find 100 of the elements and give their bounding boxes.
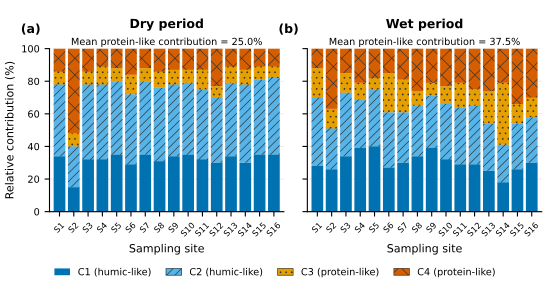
- bar: [426, 148, 438, 212]
- bar: [210, 98, 223, 163]
- x-tick-label: S9: [426, 222, 437, 234]
- bar: [382, 112, 395, 168]
- legend-label: C3 (protein-like): [301, 268, 378, 278]
- chart-title: Wet period: [386, 18, 462, 31]
- x-axis-title: Sampling site: [387, 244, 462, 255]
- bar: [110, 68, 123, 82]
- bar: [354, 148, 366, 212]
- bar: [168, 48, 180, 70]
- x-tick-label: S15: [509, 222, 524, 237]
- x-tick-label: S4: [96, 222, 108, 234]
- bar: [426, 96, 438, 148]
- bar: [168, 84, 180, 156]
- x-tick-label: S8: [153, 222, 165, 234]
- bar: [254, 48, 266, 67]
- bar: [440, 159, 452, 212]
- x-tick-label: S14: [495, 222, 510, 237]
- bar: [225, 156, 237, 212]
- x-tick-label: S10: [180, 222, 196, 237]
- x-tick-label: S13: [480, 222, 496, 237]
- x-tick-label: S1: [53, 222, 64, 234]
- bar: [440, 104, 452, 160]
- x-tick-label: S7: [397, 222, 408, 234]
- bar: [268, 78, 280, 155]
- bar: [512, 124, 524, 170]
- bar: [497, 144, 510, 182]
- bar: [340, 48, 352, 74]
- bar: [168, 156, 180, 212]
- bar: [397, 162, 409, 212]
- text: (a): [22, 23, 40, 35]
- y-tick-label: 40: [28, 142, 40, 150]
- bar: [68, 133, 80, 146]
- x-tick-label: S11: [452, 222, 468, 237]
- bar: [311, 98, 324, 166]
- bar: [454, 107, 466, 164]
- bar: [139, 81, 152, 155]
- x-tick-label: S9: [168, 222, 179, 234]
- x-tick-label: S5: [110, 222, 122, 234]
- bar: [239, 84, 252, 163]
- bar: [382, 168, 395, 212]
- bar: [239, 162, 252, 212]
- bar: [326, 169, 338, 212]
- bar: [96, 159, 108, 212]
- bar: [154, 71, 166, 88]
- x-tick-label: S10: [438, 222, 453, 237]
- bar: [210, 162, 223, 212]
- x-tick-label: S2: [68, 222, 79, 234]
- bar: [154, 161, 166, 212]
- y-tick-label: 60: [28, 110, 40, 118]
- bar: [368, 78, 380, 90]
- bar: [340, 156, 352, 212]
- bar: [82, 71, 94, 84]
- bar: [82, 48, 94, 72]
- bar: [382, 73, 395, 112]
- y-axis-title: Relative contribution (%): [4, 62, 15, 198]
- bar: [110, 81, 123, 155]
- x-tick-label: S15: [252, 222, 266, 237]
- bar: [125, 74, 137, 94]
- x-tick-label: S2: [326, 222, 337, 234]
- bar: [239, 70, 252, 84]
- bar: [210, 48, 223, 86]
- legend-label: C1 (humic-like): [78, 268, 151, 277]
- y-tick-label: 0: [34, 208, 40, 216]
- bar: [397, 80, 409, 112]
- bar: [340, 92, 352, 156]
- bar: [526, 48, 538, 98]
- bar: [54, 48, 66, 72]
- x-tick-label: S5: [368, 222, 380, 234]
- y-tick-label: 100: [22, 45, 40, 52]
- bar: [412, 156, 424, 212]
- bar: [96, 66, 108, 84]
- bar: [412, 106, 424, 156]
- bar: [454, 48, 466, 83]
- bar: [182, 154, 194, 212]
- bar: [354, 48, 366, 83]
- bar: [168, 70, 180, 84]
- bar: [182, 48, 194, 70]
- bar: [340, 73, 352, 93]
- bar: [210, 86, 223, 98]
- bar: [526, 98, 538, 118]
- x-tick-label: S6: [124, 222, 136, 234]
- bar: [412, 91, 424, 106]
- bar: [526, 162, 538, 212]
- bar: [110, 48, 123, 68]
- bar: [154, 48, 166, 72]
- bar: [497, 82, 510, 145]
- bar: [239, 48, 252, 70]
- bar: [268, 48, 280, 67]
- bar: [454, 82, 466, 108]
- bar: [225, 48, 237, 67]
- y-tick-label: 80: [28, 78, 40, 86]
- bar: [326, 108, 338, 128]
- bar: [54, 156, 66, 212]
- bar: [196, 89, 208, 160]
- chart-subtitle: Mean protein-like contribution = 37.5%: [330, 38, 520, 47]
- bar: [483, 124, 495, 171]
- bar: [512, 48, 524, 104]
- x-tick-label: S8: [411, 222, 422, 234]
- bar: [254, 154, 266, 212]
